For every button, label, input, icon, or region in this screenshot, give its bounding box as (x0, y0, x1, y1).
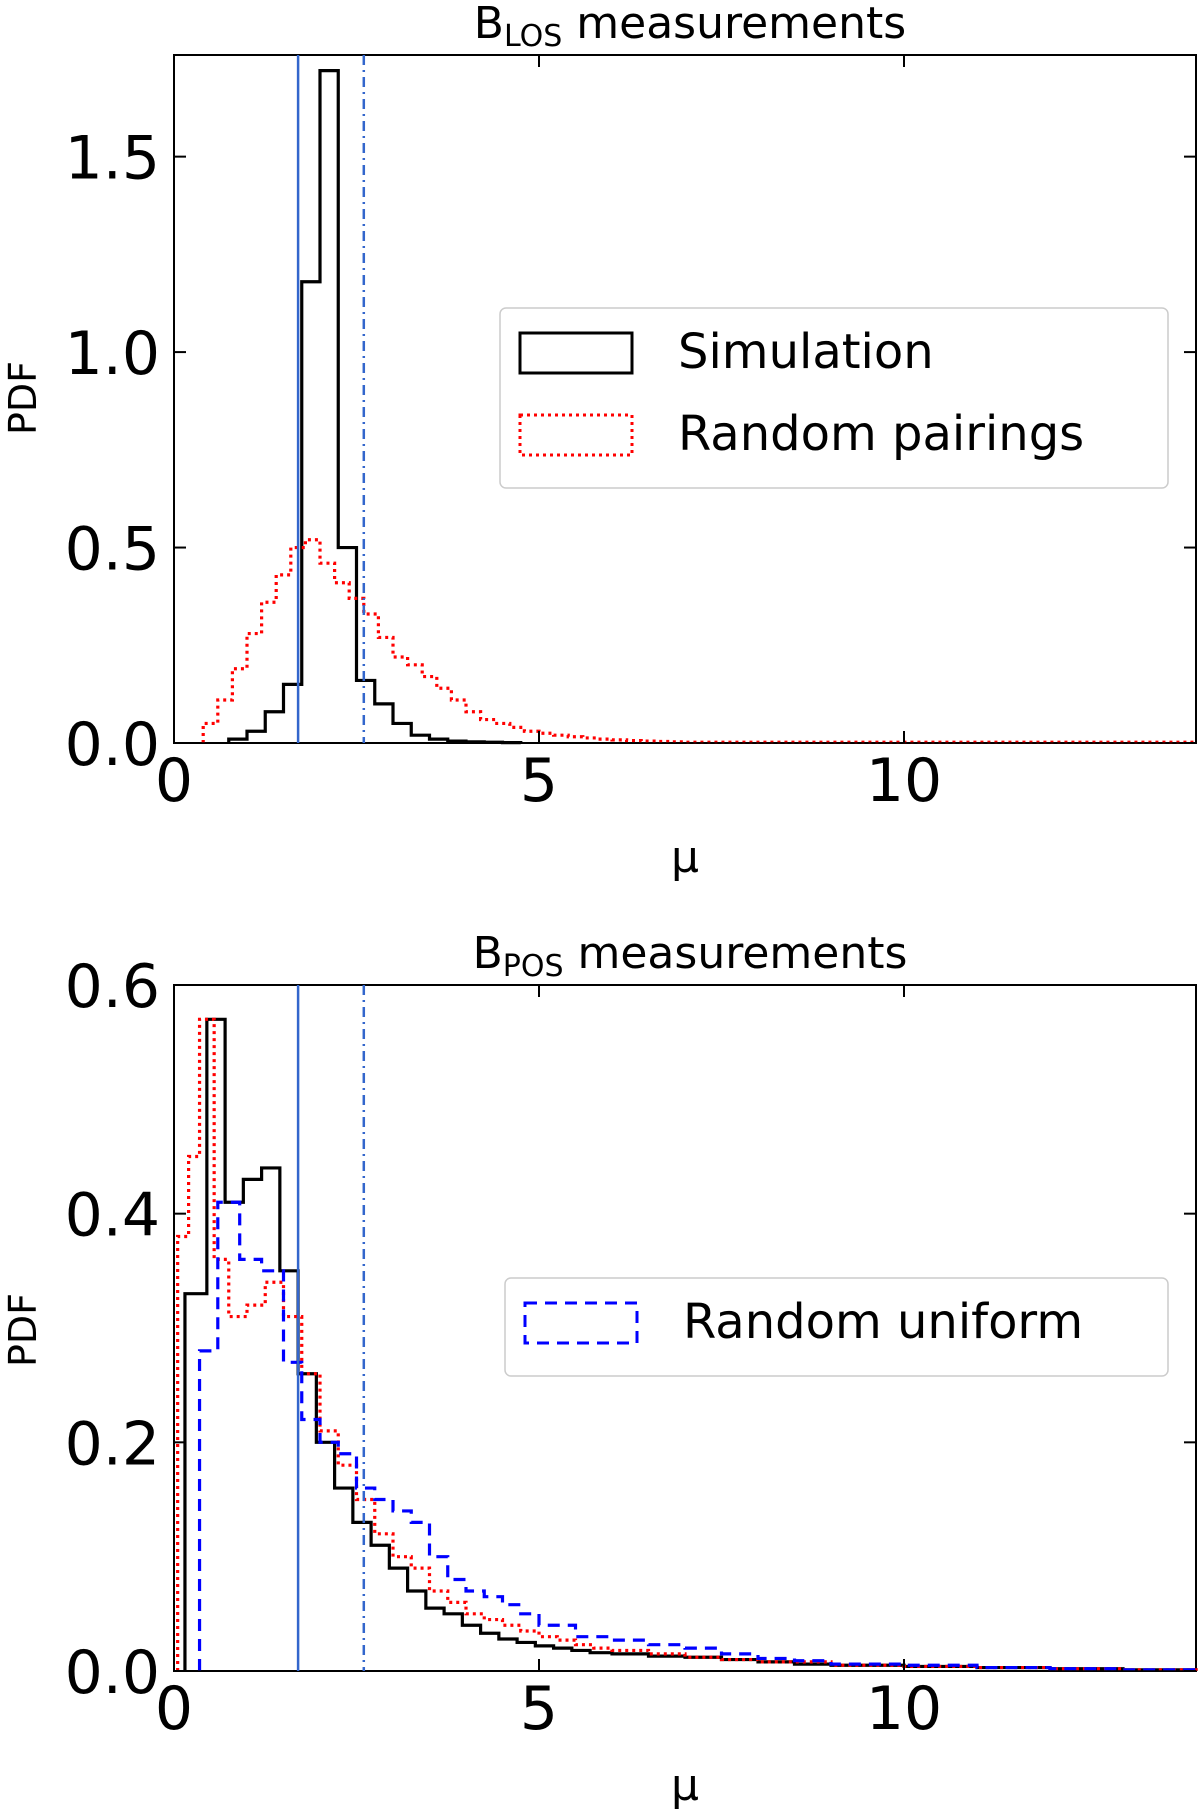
y-tick-label: 0.5 (65, 515, 160, 585)
legend-box (504, 1277, 1169, 1377)
y-tick-label: 1.5 (65, 124, 160, 194)
reference-lines (296, 55, 366, 743)
legend-label-random-uniform: Random uniform (683, 1294, 1083, 1350)
series-simulation (227, 69, 523, 745)
x-tick-label: 5 (520, 746, 558, 816)
x-tick-label: 0 (155, 746, 193, 816)
series-random-uniform (197, 1200, 1198, 1672)
y-axis-label: PDF (1, 361, 45, 435)
y-tick-label: 0.6 (65, 952, 160, 1022)
x-axis-label: μ (671, 1760, 699, 1811)
x-axis-label: μ (671, 832, 699, 883)
legend-swatch-random-pairings (518, 413, 634, 457)
y-axis-label: PDF (1, 1293, 45, 1367)
legend-label-random-pairings: Random pairings (678, 406, 1084, 462)
axis-ticks: 0 5 10 0.0 0.2 0.4 0.6 (65, 952, 1196, 1744)
histogram-layer (174, 1017, 1198, 1672)
reference-lines (296, 985, 366, 1671)
x-tick-label: 10 (866, 746, 942, 816)
series-random-pairings (176, 1017, 1198, 1672)
y-tick-label: 0.2 (65, 1409, 160, 1479)
legend: Simulation Random pairings (499, 307, 1169, 489)
legend-swatch-simulation (518, 331, 634, 375)
y-tick-label: 0.0 (65, 1638, 160, 1708)
legend-swatch-random-uniform (523, 1301, 639, 1345)
legend: Random uniform (504, 1277, 1169, 1377)
chart-panel-los: BLOS measurements 0 5 10 0.0 0.5 1.0 1.5 μ PDF… (1, 0, 1198, 883)
legend-box (499, 307, 1169, 489)
series-random-pairings (201, 538, 1198, 744)
x-tick-label: 0 (155, 1674, 193, 1744)
y-tick-label: 0.0 (65, 710, 160, 780)
chart-title: BLOS measurements (474, 0, 906, 54)
y-tick-label: 0.4 (65, 1181, 160, 1251)
histogram-layer (174, 69, 1198, 745)
chart-panel-pos: BPOS measurements 0 5 10 0.0 0.2 0.4 0.6 μ PDF… (1, 928, 1198, 1811)
x-tick-label: 5 (520, 1674, 558, 1744)
axis-ticks: 0 5 10 0.0 0.5 1.0 1.5 (65, 55, 1196, 816)
y-tick-label: 1.0 (65, 319, 160, 389)
series-simulation (183, 1017, 1198, 1672)
chart-title: BPOS measurements (473, 928, 908, 984)
legend-label-simulation: Simulation (678, 324, 934, 380)
x-tick-label: 10 (866, 1674, 942, 1744)
